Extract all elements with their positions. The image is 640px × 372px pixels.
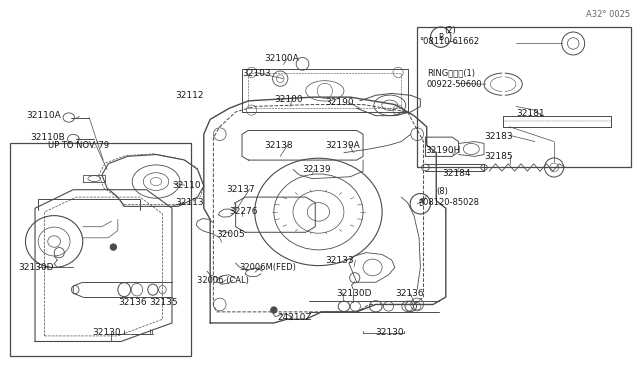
Bar — [10, 144, 191, 356]
Text: B: B — [438, 33, 444, 42]
Text: (8): (8) — [436, 187, 448, 196]
Text: (2): (2) — [445, 26, 456, 35]
Text: 00922-50600: 00922-50600 — [427, 80, 483, 89]
Text: 32136: 32136 — [395, 289, 424, 298]
Text: 32113: 32113 — [175, 198, 204, 207]
Text: 32110: 32110 — [172, 182, 200, 190]
Text: B: B — [418, 199, 423, 208]
Text: 32185: 32185 — [484, 152, 513, 161]
Text: 24210Z: 24210Z — [277, 313, 312, 322]
Text: A32° 0025: A32° 0025 — [586, 10, 630, 19]
Text: 32138: 32138 — [264, 141, 293, 150]
Text: 32184: 32184 — [443, 169, 471, 177]
Text: 32190H: 32190H — [426, 146, 461, 155]
Text: 32135: 32135 — [150, 298, 179, 307]
Text: 32130: 32130 — [376, 328, 404, 337]
Text: 32276: 32276 — [229, 208, 258, 217]
Text: 32005: 32005 — [216, 230, 245, 238]
Text: 32183: 32183 — [484, 132, 513, 141]
Text: 32006M(FED): 32006M(FED) — [239, 263, 296, 272]
Text: 32139: 32139 — [303, 165, 331, 174]
Bar — [417, 27, 630, 167]
Text: 32130: 32130 — [92, 328, 121, 337]
Text: 32139A: 32139A — [325, 141, 360, 150]
Text: 32103: 32103 — [242, 68, 271, 78]
Text: RINGリング(1): RINGリング(1) — [427, 68, 475, 78]
Text: 32110A: 32110A — [27, 111, 61, 120]
Circle shape — [271, 307, 277, 313]
Text: 32006 (CAL): 32006 (CAL) — [197, 276, 250, 285]
Text: 32181: 32181 — [516, 109, 545, 118]
Circle shape — [110, 244, 116, 250]
Text: 32112: 32112 — [175, 91, 204, 100]
Text: 32137: 32137 — [226, 185, 255, 194]
Text: UP TO NOV.'79: UP TO NOV.'79 — [48, 141, 109, 150]
Text: 32133: 32133 — [325, 256, 353, 264]
Text: 32130D: 32130D — [18, 263, 53, 272]
Text: 32190: 32190 — [325, 98, 353, 107]
Text: 32100A: 32100A — [264, 54, 299, 63]
Text: 32110B: 32110B — [31, 134, 65, 142]
Text: °08120-85028: °08120-85028 — [419, 198, 479, 207]
Text: °08110-61662: °08110-61662 — [419, 37, 479, 46]
Text: 32136: 32136 — [118, 298, 147, 307]
Text: 32130D: 32130D — [336, 289, 372, 298]
Text: 32100: 32100 — [274, 94, 303, 103]
